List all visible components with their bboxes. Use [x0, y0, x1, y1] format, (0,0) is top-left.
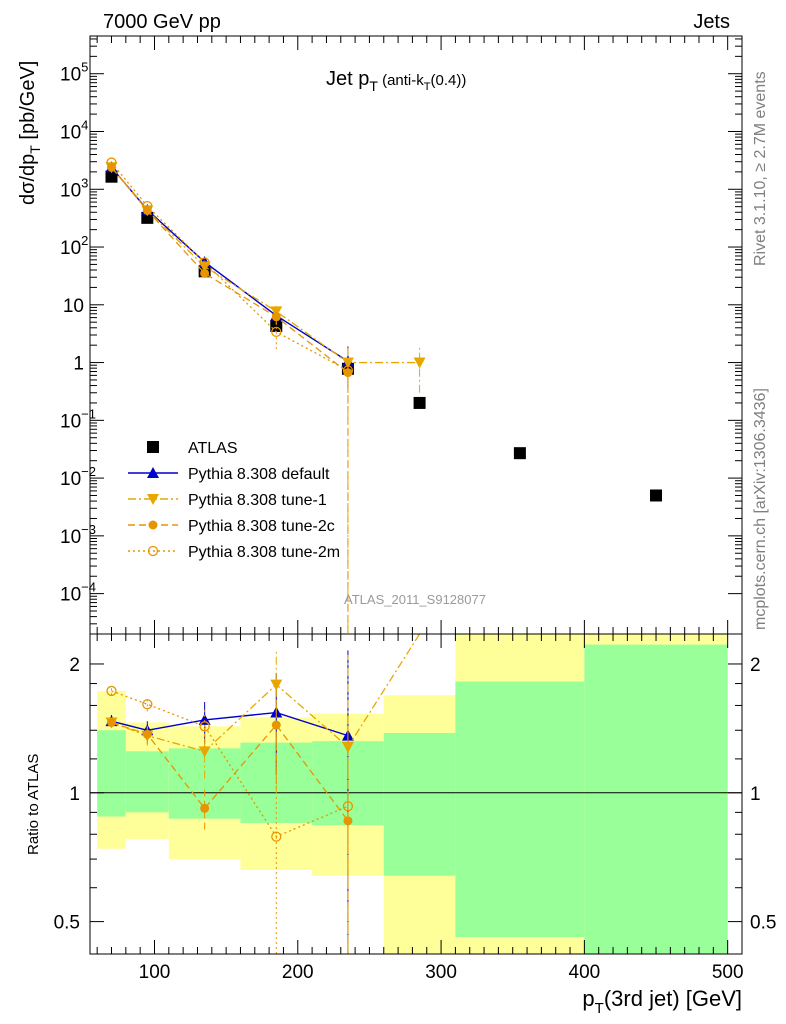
data-point — [106, 157, 117, 168]
main-ytick-label: 102 — [60, 233, 88, 259]
main-ytick-label: 103 — [60, 175, 88, 201]
legend: ATLAS Pythia 8.308 default Pythia 8.308 tu… — [128, 440, 340, 561]
legend-marker — [147, 467, 159, 478]
legend-marker — [147, 494, 159, 505]
ratio-series-line — [111, 721, 349, 822]
legend-item: Pythia 8.308 default — [128, 466, 330, 483]
main-ytick-label: 10−1 — [60, 406, 96, 432]
ratio-series-pythia-8-308-tune-2m — [106, 685, 354, 954]
band-green — [125, 751, 169, 813]
ratio-point — [270, 679, 283, 691]
data-point — [200, 268, 210, 278]
ratio-xtick-label: 300 — [425, 962, 457, 983]
series-pythia-8-308-tune-2m — [106, 157, 354, 393]
ratio-xtick-label: 500 — [712, 962, 744, 983]
main-ylabel: dσ/dpT [pb/GeV] — [17, 61, 43, 205]
ratio-xtick-label: 100 — [139, 962, 171, 983]
ratio-point — [271, 720, 281, 730]
legend-label: Pythia 8.308 tune-2m — [188, 544, 340, 561]
ratio-point — [142, 699, 153, 710]
rivet-version-label: Rivet 3.1.10, ≥ 2.7M events — [752, 71, 769, 266]
legend-item: Pythia 8.308 tune-2c — [128, 518, 335, 535]
data-point — [105, 170, 118, 183]
ratio-point — [342, 801, 354, 812]
data-point — [342, 365, 354, 376]
legend-item: Pythia 8.308 tune-1 — [128, 492, 327, 509]
energy-label: 7000 GeV pp — [103, 11, 221, 33]
data-point — [271, 312, 281, 322]
ratio-series-line — [111, 690, 349, 838]
data-point — [413, 357, 426, 369]
series-line — [110, 166, 349, 374]
legend-label: Pythia 8.308 default — [188, 466, 330, 483]
analysis-watermark: ATLAS_2011_S9128077 — [344, 592, 486, 607]
band-green — [584, 644, 728, 954]
chart-title: Jet pT (anti-kT(0.4)) — [326, 68, 466, 94]
main-panel-axes: 10−4 10−3 10−2 10−1 1 10 102 103 104 105 — [60, 36, 742, 635]
data-point — [271, 326, 282, 338]
band-green — [97, 730, 126, 817]
x-axis-label: pT(3rd jet) [GeV] — [582, 986, 742, 1017]
main-ytick-label: 1 — [73, 354, 84, 375]
legend-marker — [147, 441, 159, 453]
ratio-uncertainty-bands — [90, 634, 742, 954]
ratio-ylabel: Ratio to ATLAS — [25, 754, 42, 855]
ratio-point — [271, 831, 282, 842]
ratio-ytick-label: 2 — [69, 655, 80, 676]
ratio-ytick-label: 1 — [69, 784, 80, 805]
ratio-xtick-label: 400 — [569, 962, 601, 983]
ratio-series-pythia-8-308-tune-2c — [106, 683, 353, 954]
legend-marker — [147, 545, 159, 557]
series-pythia-8-308-tune-1 — [105, 162, 426, 634]
ratio-point — [106, 717, 116, 727]
ratio-xtick-label: 200 — [282, 962, 314, 983]
data-point — [142, 201, 153, 212]
main-ytick-label: 10−3 — [60, 522, 96, 548]
main-ytick-label: 105 — [60, 60, 88, 86]
main-panel-series — [105, 157, 663, 634]
ratio-ytick-label-right: 0.5 — [750, 913, 776, 934]
ratio-point — [142, 729, 152, 739]
data-point — [199, 257, 210, 268]
legend-label: Pythia 8.308 tune-2c — [188, 518, 335, 535]
ratio-point — [199, 721, 210, 732]
legend-item: Pythia 8.308 tune-2m — [128, 544, 340, 561]
series-line — [110, 162, 349, 372]
legend-item: ATLAS — [147, 440, 238, 457]
main-ytick-label: 10 — [63, 296, 84, 317]
ratio-panel-axes: 0.5 0.5 1 1 2 2 100 200 300 400 500 — [54, 634, 776, 983]
ratio-point — [200, 803, 210, 813]
band-green — [383, 732, 456, 876]
ratio-series-line — [111, 634, 421, 753]
ratio-ytick-label-right: 2 — [750, 655, 761, 676]
ratio-ytick-label-right: 1 — [750, 784, 761, 805]
ratio-point — [106, 685, 117, 697]
ratio-panel-frame — [89, 633, 743, 955]
ratio-point — [198, 746, 211, 758]
ratio-point — [343, 816, 353, 826]
legend-label: ATLAS — [188, 440, 238, 457]
main-ytick-label: 10−2 — [60, 464, 96, 490]
main-ytick-label: 104 — [60, 117, 88, 143]
ratio-panel-series — [105, 634, 421, 954]
data-point — [513, 447, 526, 460]
series-pythia-8-308-tune-2c — [106, 162, 353, 634]
data-point — [413, 396, 426, 409]
series-line — [110, 166, 420, 364]
mcplots-label: mcplots.cern.ch [arXiv:1306.3436] — [752, 388, 769, 630]
series-line — [110, 166, 349, 362]
legend-label: Pythia 8.308 tune-1 — [188, 492, 327, 509]
ratio-ytick-label: 0.5 — [54, 913, 80, 934]
series-pythia-8-308-default — [105, 161, 354, 389]
legend-marker — [148, 520, 158, 530]
main-ytick-label: 10−4 — [60, 580, 96, 606]
category-label: Jets — [693, 11, 730, 33]
data-point — [650, 489, 663, 502]
band-green — [455, 681, 585, 938]
